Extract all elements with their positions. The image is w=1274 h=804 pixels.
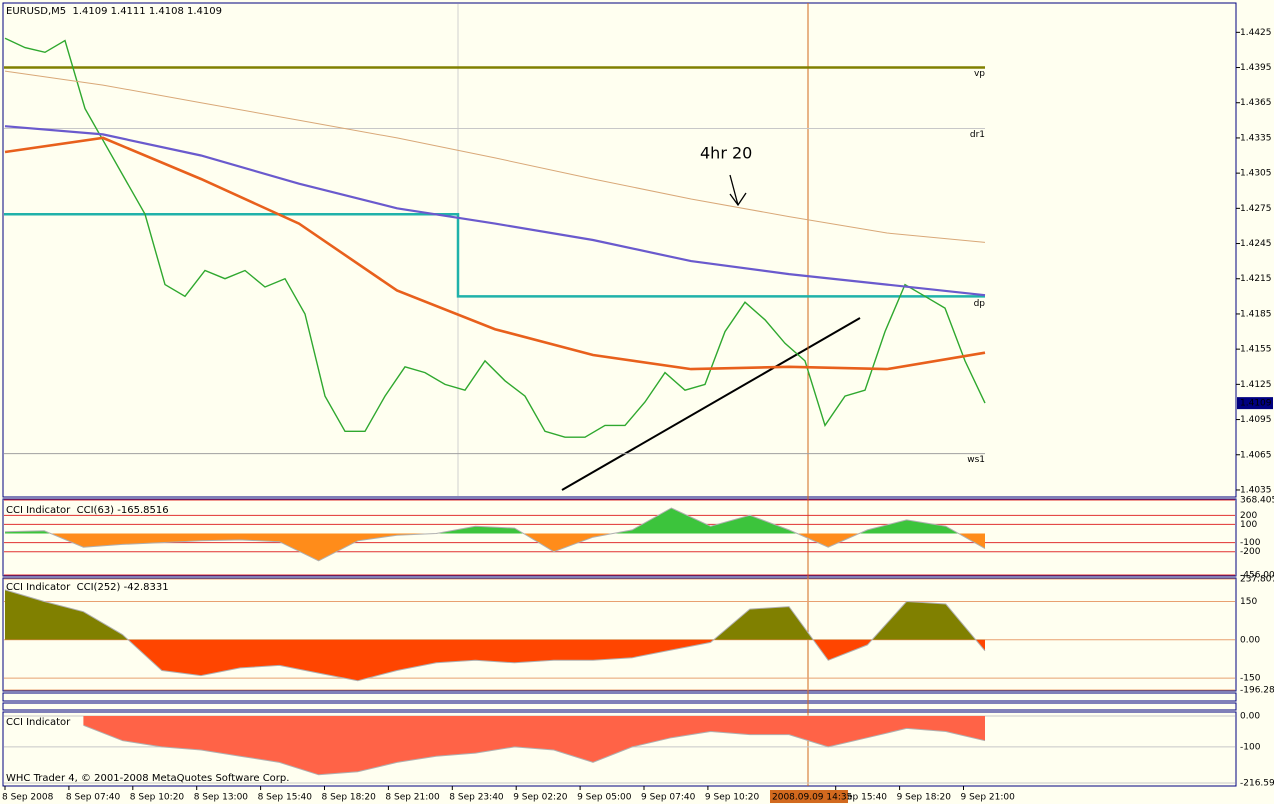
moving-average — [4, 125, 986, 297]
y-tick-label: 368.4054 — [1240, 496, 1274, 506]
cci-panel-3 — [2, 711, 1237, 787]
y-tick-label: 1.4275 — [1240, 204, 1272, 214]
main-panel — [2, 2, 1237, 498]
y-tick-label: -456.008 — [1240, 571, 1274, 581]
y-tick-label: 1.4035 — [1240, 485, 1272, 495]
y-tick-label: -100 — [1240, 538, 1261, 548]
current-price-label: 1.4109 — [1240, 399, 1272, 409]
pivot-step — [4, 212, 985, 298]
y-tick-label: 1.4125 — [1240, 380, 1272, 390]
y-tick-label: 150 — [1240, 597, 1257, 607]
x-tick-label: 8 Sep 23:40 — [449, 793, 504, 803]
pivot-label: ws1 — [967, 455, 985, 465]
x-tick-label: 9 Sep 07:40 — [641, 793, 696, 803]
panel-title: CCI Indicator CCI(63) -165.8516 — [6, 505, 169, 516]
cci-panel-1 — [2, 498, 1237, 577]
x-tick-label: 9 Sep 02:20 — [513, 793, 568, 803]
current-price-box — [1237, 397, 1273, 410]
y-tick-label: 1.4095 — [1240, 415, 1272, 425]
moving-average — [4, 70, 986, 243]
cci-line — [83, 724, 986, 776]
price-line — [4, 37, 986, 438]
cci-area-positive — [5, 508, 985, 534]
x-tick-label: 9 Sep 18:20 — [897, 793, 952, 803]
x-tick-label: 9 Sep 10:20 — [705, 793, 760, 803]
copyright: WHC Trader 4, © 2001-2008 MetaQuotes Sof… — [6, 773, 289, 784]
pivot-label: dr1 — [970, 130, 985, 140]
pivot-label: vp — [974, 69, 985, 79]
y-tick-label: 1.4335 — [1240, 133, 1272, 143]
y-tick-label: 0.00 — [1240, 635, 1260, 645]
y-tick-label: 100 — [1240, 520, 1257, 530]
y-tick-label: -150 — [1240, 674, 1261, 684]
cci-panel-2 — [2, 577, 1237, 692]
cci-area-negative — [83, 716, 985, 775]
trend-line — [561, 317, 861, 491]
y-tick-label: 1.4395 — [1240, 63, 1272, 73]
x-tick-label: 8 Sep 18:20 — [322, 793, 377, 803]
x-tick-label: 8 Sep 21:00 — [385, 793, 440, 803]
empty-panel — [2, 692, 1237, 702]
panel-title: CCI Indicator — [6, 717, 71, 728]
cci-area-negative — [50, 533, 985, 561]
y-tick-label: 1.4215 — [1240, 274, 1272, 284]
y-tick-label: 1.4185 — [1240, 309, 1272, 319]
y-tick-label: 1.4365 — [1240, 98, 1272, 108]
cursor-time-label: 2008.09.09 14:35 — [772, 793, 852, 803]
y-tick-label: 237.807 — [1240, 575, 1274, 585]
x-tick-label: 8 Sep 10:20 — [130, 793, 185, 803]
y-tick-label: 1.4065 — [1240, 450, 1272, 460]
y-tick-label: -100 — [1240, 742, 1261, 752]
x-tick-label: 9 Sep 15:40 — [833, 793, 888, 803]
x-tick-label: 9 Sep 05:00 — [577, 793, 632, 803]
y-tick-label: 1.4305 — [1240, 169, 1272, 179]
y-tick-label: -196.285 — [1240, 686, 1274, 696]
panel-title: CCI Indicator CCI(252) -42.8331 — [6, 582, 169, 593]
x-tick-label: 9 Sep 21:00 — [961, 793, 1016, 803]
y-tick-label: 1.4425 — [1240, 28, 1272, 38]
x-tick-label: 8 Sep 07:40 — [66, 793, 121, 803]
cursor-time-box — [770, 790, 848, 803]
cci-line — [4, 589, 986, 682]
chart-title: EURUSD,M5 1.4109 1.4111 1.4108 1.4109 — [6, 6, 222, 17]
x-tick-label: 8 Sep 13:00 — [194, 793, 249, 803]
y-tick-label: -200 — [1240, 547, 1261, 557]
pivot-label: dp — [974, 299, 986, 309]
moving-average — [4, 136, 986, 371]
annotation: 4hr 20 — [700, 144, 752, 163]
cci-area-negative — [5, 639, 985, 681]
empty-panel — [2, 702, 1237, 711]
y-tick-label: 1.4155 — [1240, 345, 1272, 355]
x-tick-label: 8 Sep 15:40 — [258, 793, 313, 803]
cci-area-positive — [5, 589, 976, 640]
y-tick-label: 0.00 — [1240, 712, 1260, 722]
y-tick-label: -216.599 — [1240, 779, 1274, 789]
x-tick-label: 8 Sep 2008 — [2, 793, 54, 803]
y-tick-label: 1.4245 — [1240, 239, 1272, 249]
annotation-arrow — [729, 174, 747, 207]
y-tick-label: 200 — [1240, 511, 1257, 521]
cci-line — [4, 507, 986, 562]
